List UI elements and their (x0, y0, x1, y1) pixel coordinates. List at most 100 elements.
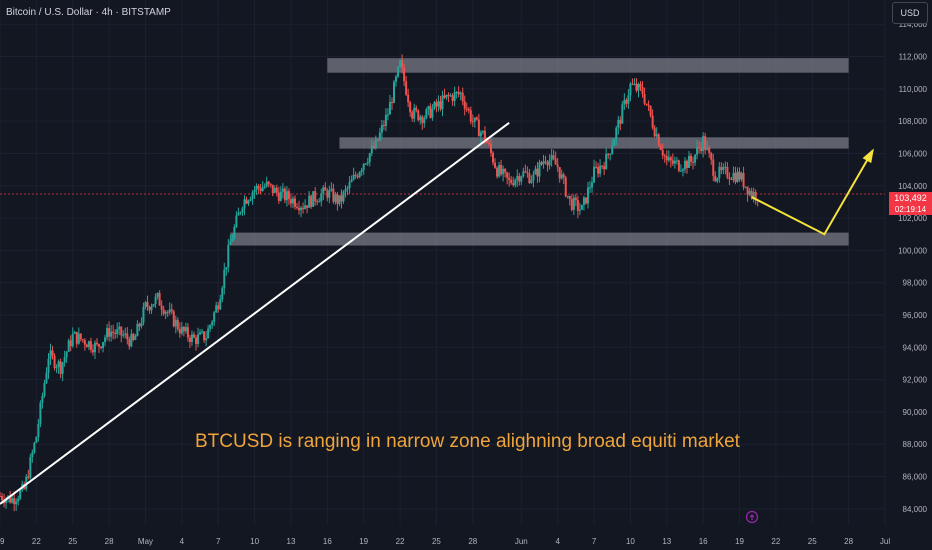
candle-body (316, 201, 319, 203)
x-tick-label: May (138, 537, 153, 546)
candle-body (328, 190, 331, 198)
candle-body (706, 147, 709, 150)
candle-body (417, 110, 420, 121)
candle-body (625, 99, 628, 104)
y-tick-label: 108,000 (898, 117, 927, 126)
candle-body (265, 181, 268, 187)
candle-body (651, 115, 654, 128)
candle-body (629, 83, 632, 96)
candle-body (112, 331, 115, 333)
candle-body (441, 95, 444, 110)
candle-body (326, 190, 329, 198)
candle-body (744, 186, 747, 188)
candle-body (302, 207, 305, 209)
candle-body (461, 92, 464, 102)
candle-body (591, 182, 594, 188)
candle-body (57, 361, 60, 368)
candle-body (172, 311, 175, 327)
candle-body (655, 134, 658, 137)
candle-body (683, 160, 686, 170)
candle-body (342, 191, 345, 202)
candle-body (504, 168, 507, 173)
currency-button[interactable]: USD (892, 2, 928, 24)
candle-body (730, 179, 733, 181)
candle-body (459, 92, 462, 95)
candle-body (510, 179, 513, 184)
candle-body (752, 191, 755, 198)
candle-body (726, 166, 729, 178)
candle-body (300, 207, 303, 211)
x-tick-label: 16 (699, 537, 708, 546)
candle-body (138, 323, 141, 327)
candle-body (722, 167, 725, 171)
range-zone[interactable] (327, 58, 849, 73)
candle-body (566, 195, 569, 197)
x-tick-label: 13 (287, 537, 296, 546)
candle-body (386, 114, 389, 116)
candle-body (481, 130, 484, 133)
candle-body (732, 172, 735, 180)
candle-body (35, 436, 38, 443)
candle-body (314, 191, 317, 202)
candle-body (338, 195, 341, 204)
candle-body (199, 332, 202, 335)
candle-body (79, 333, 82, 340)
candle-body (700, 147, 703, 152)
candle-body (439, 101, 442, 110)
candle-body (348, 182, 351, 189)
candle-body (669, 157, 672, 161)
candle-body (615, 127, 618, 140)
candle-body (158, 293, 161, 306)
projection-path[interactable] (751, 149, 874, 236)
range-zone[interactable] (230, 232, 849, 246)
x-tick-label: 25 (808, 537, 817, 546)
candle-body (685, 160, 688, 168)
candle-body (336, 194, 339, 204)
candle-body (0, 495, 1, 497)
candle-body (508, 177, 511, 180)
candle-body (653, 127, 656, 137)
candle-body (633, 83, 636, 85)
candle-body (233, 226, 236, 239)
candle-body (696, 147, 699, 155)
candle-body (126, 333, 129, 340)
x-tick-label: 10 (250, 537, 259, 546)
sync-icon[interactable] (745, 510, 759, 524)
candle-body (285, 191, 288, 201)
candle-body (73, 332, 76, 334)
trendline[interactable] (0, 121, 510, 505)
candles (0, 54, 759, 512)
candle-body (102, 342, 105, 348)
projection-arrowhead (862, 148, 874, 164)
candle-body (77, 333, 80, 344)
candle-body (332, 188, 335, 202)
candle-body (675, 160, 678, 162)
candle-body (289, 199, 292, 204)
candle-body (45, 372, 48, 384)
candle-body (203, 331, 206, 341)
candle-body (609, 153, 612, 155)
candle-body (15, 501, 18, 505)
x-tick-label: 19 (735, 537, 744, 546)
candle-body (423, 118, 426, 123)
candle-body (692, 161, 695, 163)
candle-body (221, 288, 224, 300)
time-axis[interactable]: 19 22 25 28 May 4 7 10 13 16 19 22 25 28 Jun 4 7 10 13 16 19… (0, 537, 890, 546)
x-tick-label: Jun (515, 537, 528, 546)
candle-body (736, 171, 739, 182)
candle-body (188, 337, 191, 343)
price-axis[interactable]: 84,000 86,000 88,000 90,000 92,000 94,000 96,0… (898, 20, 927, 514)
candle-body (223, 269, 226, 289)
y-tick-label: 96,000 (903, 311, 928, 320)
candle-body (330, 188, 333, 191)
candle-body (471, 121, 474, 123)
candle-body (296, 206, 299, 208)
candle-body (679, 170, 682, 172)
candle-body (334, 194, 337, 202)
range-zone[interactable] (339, 137, 849, 149)
candle-body (477, 119, 480, 137)
candle-body (166, 311, 169, 313)
candle-body (738, 171, 741, 180)
candle-body (429, 106, 432, 118)
